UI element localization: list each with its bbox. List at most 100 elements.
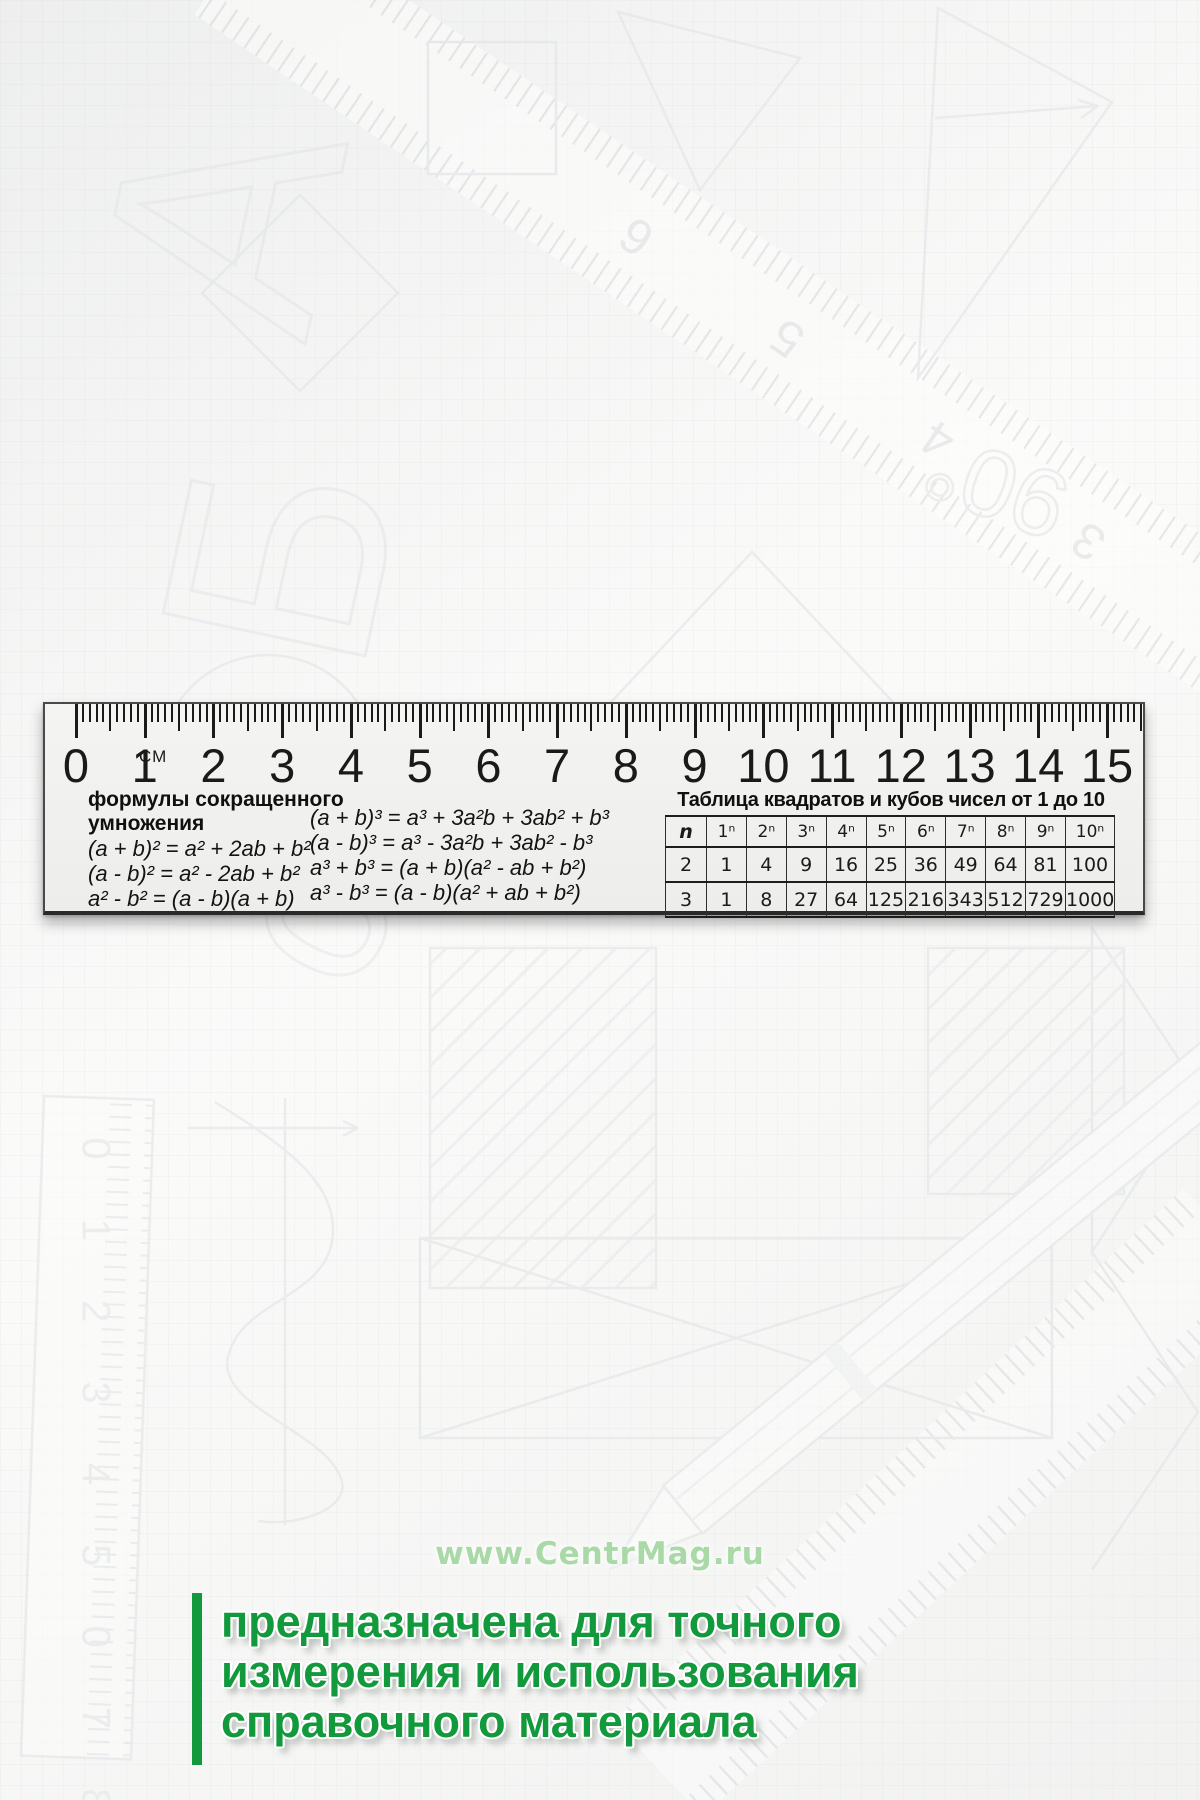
ruler-tick bbox=[129, 704, 132, 722]
table-cell: 9 bbox=[785, 847, 827, 883]
table-col-header: 5ⁿ bbox=[865, 815, 907, 848]
formulas-left-block: формулы сокращенного умножения (a + b)² … bbox=[88, 788, 344, 911]
ruler-number: 5 bbox=[406, 739, 433, 792]
ruler-tick bbox=[459, 704, 462, 722]
ruler-tick bbox=[886, 704, 889, 722]
ruler-tick bbox=[212, 704, 216, 738]
ruler-tick bbox=[927, 704, 930, 722]
ruler-tick bbox=[844, 704, 847, 722]
ruler-tick bbox=[968, 704, 972, 738]
ruler-tick bbox=[123, 704, 126, 722]
squares-cubes-block: Таблица квадратов и кубов чисел от 1 до … bbox=[665, 788, 1117, 918]
ruler-tick bbox=[253, 704, 256, 722]
ruler-tick bbox=[1064, 704, 1067, 722]
ruler-number: 7 bbox=[544, 739, 571, 792]
ruler-number: 9 bbox=[681, 739, 708, 792]
ruler-tick bbox=[1023, 704, 1026, 722]
ruler-tick bbox=[617, 704, 620, 722]
ruler-tick bbox=[418, 704, 422, 738]
table-cell: 125 bbox=[865, 882, 907, 918]
ruler-tick bbox=[597, 704, 600, 722]
formula: (a - b)³ = a³ - 3a²b + 3ab² - b³ bbox=[310, 830, 593, 855]
formula: (a - b)² = a² - 2ab + b² bbox=[88, 861, 300, 886]
ruler-tick bbox=[837, 704, 840, 722]
ruler-tick bbox=[851, 704, 854, 722]
ruler-tick bbox=[817, 704, 820, 722]
formulas-title-line2: умножения bbox=[88, 812, 205, 835]
ruler-tick bbox=[989, 704, 992, 722]
ruler-tick bbox=[102, 704, 105, 722]
table-col-header: 1ⁿ bbox=[706, 815, 747, 848]
ruler-tick bbox=[1037, 704, 1041, 738]
ruler-number: 11 bbox=[807, 739, 857, 792]
ruler-tick bbox=[982, 704, 985, 722]
table-col-header: 8ⁿ bbox=[985, 815, 1026, 848]
ruler-tick bbox=[487, 704, 491, 738]
ruler-tick bbox=[233, 704, 236, 722]
ruler-tick bbox=[178, 704, 181, 731]
ruler-tick bbox=[810, 704, 813, 722]
ruler-tick bbox=[906, 704, 909, 722]
ruler-tick bbox=[281, 704, 285, 738]
ruler-tick bbox=[693, 704, 697, 738]
ruler-number: 3 bbox=[269, 739, 296, 792]
ruler-number: 12 bbox=[874, 739, 927, 792]
ruler-tick bbox=[432, 704, 435, 722]
ruler-tick bbox=[349, 704, 353, 738]
slogan-accent-bar bbox=[192, 1593, 202, 1765]
ruler-tick bbox=[198, 704, 201, 722]
table-cell: 64 bbox=[825, 882, 867, 918]
table-title: Таблица квадратов и кубов чисел от 1 до … bbox=[677, 789, 1105, 811]
ruler-tick bbox=[150, 704, 153, 722]
sketch-ruler-left-digits: 0 1 2 3 4 5 0 7 8 bbox=[74, 1137, 118, 1800]
ruler-tick bbox=[996, 704, 999, 722]
ruler-tick bbox=[611, 704, 614, 722]
sketch-hatched-rect bbox=[428, 946, 658, 1290]
ruler-tick bbox=[329, 704, 332, 722]
formula: (a + b)³ = a³ + 3a²b + 3ab² + b³ bbox=[310, 805, 609, 830]
ruler-tick bbox=[439, 704, 442, 722]
table-col-header: 3ⁿ bbox=[785, 815, 827, 848]
ruler-tick bbox=[892, 704, 895, 722]
ruler-tick bbox=[143, 704, 147, 738]
table-cell: 25 bbox=[865, 847, 907, 883]
ruler-tick bbox=[308, 704, 311, 722]
ruler-tick bbox=[466, 704, 469, 722]
ruler-tick bbox=[1092, 704, 1095, 722]
table-cell: 100 bbox=[1065, 847, 1115, 883]
unit-label: СМ bbox=[139, 747, 168, 766]
ruler-tick bbox=[549, 704, 552, 722]
ruler-tick bbox=[748, 704, 751, 722]
ruler-tick bbox=[171, 704, 174, 722]
table-cell: 64 bbox=[985, 847, 1026, 883]
ruler-tick bbox=[315, 704, 318, 731]
ruler-tick bbox=[604, 704, 607, 722]
ruler-tick bbox=[377, 704, 380, 722]
ruler-tick bbox=[755, 704, 758, 722]
ruler-tick bbox=[714, 704, 717, 722]
ruler-tick bbox=[659, 704, 662, 731]
ruler-tick bbox=[556, 704, 560, 738]
table-cell: 2 bbox=[665, 847, 707, 883]
ruler-tick bbox=[899, 704, 903, 738]
table-cell: 343 bbox=[945, 882, 987, 918]
ruler-tick bbox=[88, 704, 91, 722]
table-row: 3 1 8 27 64 125 216 343 512 729 1000 bbox=[665, 882, 1115, 918]
ruler-tick bbox=[672, 704, 675, 722]
ruler-tick bbox=[404, 704, 407, 722]
slogan-line: измерения и использования bbox=[221, 1646, 859, 1697]
table-row: 2 1 4 9 16 25 36 49 64 81 100 bbox=[665, 847, 1115, 883]
table-cell: 1 bbox=[706, 847, 747, 883]
ruler-tick bbox=[727, 704, 730, 731]
ruler-tick bbox=[473, 704, 476, 722]
ruler-number: 6 bbox=[475, 739, 502, 792]
table-cell: 1 bbox=[706, 882, 747, 918]
ruler-tick bbox=[631, 704, 634, 722]
sketch-letter-b: Б bbox=[94, 431, 464, 693]
ruler-tick bbox=[666, 704, 669, 722]
ruler-tick bbox=[645, 704, 648, 722]
website-watermark: www.CentrMag.ru bbox=[435, 1536, 765, 1572]
ruler-tick bbox=[858, 704, 861, 722]
sketch-ruler-left: 0 1 2 3 4 5 0 7 8 bbox=[19, 1094, 156, 1800]
table-cell: 512 bbox=[985, 882, 1026, 918]
